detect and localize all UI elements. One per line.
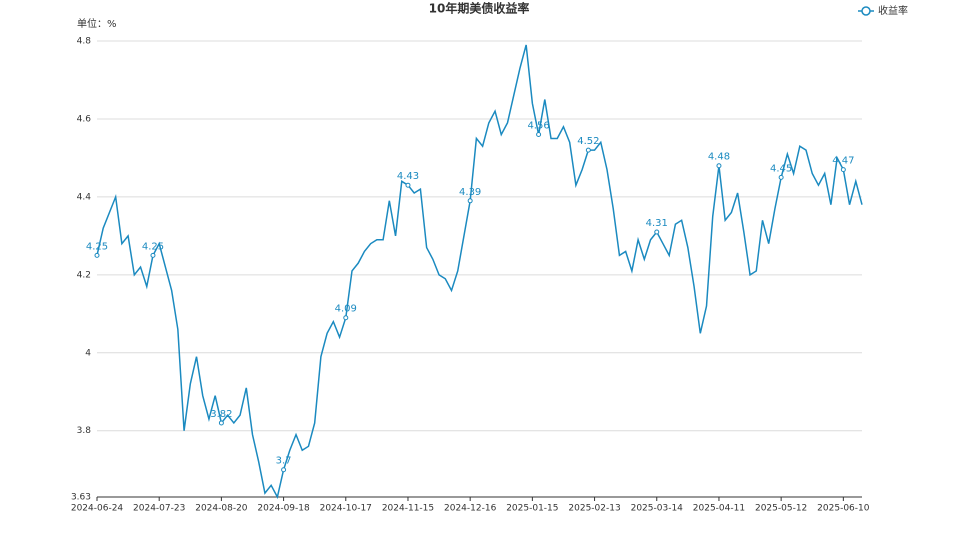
point	[281, 467, 287, 473]
value-label: 4.25	[142, 241, 164, 252]
x-tick-label: 2025-03-14	[631, 504, 684, 514]
value-label: 4.47	[832, 156, 854, 167]
point	[536, 132, 542, 138]
point	[150, 252, 156, 258]
x-tick-label: 2025-06-10	[817, 504, 870, 514]
x-tick-label: 2025-02-13	[568, 504, 620, 514]
value-label: 3.82	[210, 409, 232, 420]
point	[218, 420, 224, 426]
x-tick-label: 2024-07-23	[133, 504, 185, 514]
y-tick-label: 3.63	[71, 493, 91, 503]
x-tick-label: 2024-10-17	[320, 504, 372, 514]
value-label: 4.56	[527, 121, 549, 132]
point	[654, 229, 660, 235]
value-label: 4.43	[397, 171, 419, 182]
y-tick-label: 3.8	[77, 426, 92, 436]
point	[467, 198, 473, 204]
x-tick-label: 2024-08-20	[195, 504, 248, 514]
x-tick-label: 2025-05-12	[755, 504, 807, 514]
value-label: 3.7	[276, 456, 292, 467]
point	[585, 147, 591, 153]
x-tick-label: 2025-04-11	[693, 504, 745, 514]
legend: 收益率	[858, 4, 908, 17]
y-tick-label: 4.2	[77, 270, 91, 280]
value-label: 4.09	[335, 304, 357, 315]
y-tick-label: 4.6	[77, 114, 92, 124]
chart-title: 10年期美债收益率	[429, 1, 530, 16]
line	[96, 44, 863, 500]
x-tick-label: 2024-11-15	[382, 504, 434, 514]
point	[94, 252, 100, 258]
y-tick-label: 4.4	[77, 192, 92, 202]
point	[343, 315, 349, 321]
legend-marker	[861, 6, 871, 16]
point	[840, 167, 846, 173]
y-axis-label: 单位：%	[77, 17, 117, 30]
y-tick-label: 4.8	[77, 37, 92, 47]
point	[778, 174, 784, 180]
x-tick-label: 2024-09-18	[257, 504, 310, 514]
value-label: 4.25	[86, 241, 108, 252]
value-label: 4.39	[459, 187, 481, 198]
value-label: 4.52	[577, 136, 599, 147]
point	[716, 163, 722, 169]
legend-label: 收益率	[878, 4, 908, 17]
y-tick-label: 4	[85, 348, 91, 358]
x-tick-label: 2024-06-24	[71, 504, 124, 514]
value-label: 4.31	[646, 218, 668, 229]
x-tick-label: 2025-01-15	[506, 504, 558, 514]
value-label: 4.48	[708, 152, 730, 163]
x-tick-label: 2024-12-16	[444, 504, 497, 514]
value-label: 4.45	[770, 163, 792, 174]
point	[405, 182, 411, 188]
